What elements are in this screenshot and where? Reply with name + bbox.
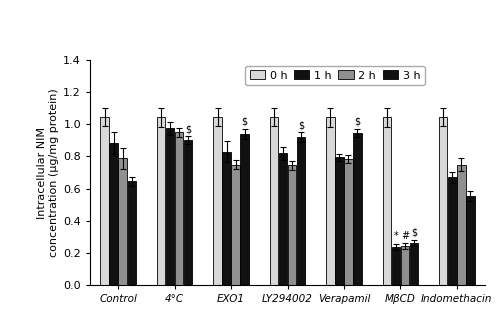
Legend: 0 h, 1 h, 2 h, 3 h: 0 h, 1 h, 2 h, 3 h <box>245 66 424 85</box>
Bar <box>382 117 391 285</box>
Bar <box>175 132 184 285</box>
Bar <box>392 247 400 285</box>
Bar <box>232 164 240 285</box>
Bar <box>335 157 344 285</box>
Text: $: $ <box>298 120 304 130</box>
Bar <box>166 128 174 285</box>
Bar <box>288 165 296 285</box>
Text: *: * <box>394 231 398 242</box>
Bar <box>448 177 456 285</box>
Bar <box>100 117 109 285</box>
Bar <box>344 159 352 285</box>
Bar <box>410 243 418 285</box>
Text: $: $ <box>354 117 360 127</box>
Bar <box>222 152 231 285</box>
Bar <box>270 117 278 285</box>
Bar <box>353 133 362 285</box>
Bar <box>128 181 136 285</box>
Bar <box>466 196 474 285</box>
Bar <box>439 117 448 285</box>
Text: $: $ <box>411 227 417 238</box>
Bar <box>240 134 249 285</box>
Bar <box>279 153 287 285</box>
Bar <box>297 137 306 285</box>
Text: $: $ <box>242 117 248 127</box>
Bar <box>118 158 127 285</box>
Y-axis label: Intracellular NIM
concentration (μg/mg protein): Intracellular NIM concentration (μg/mg p… <box>38 88 59 257</box>
Bar <box>326 117 334 285</box>
Text: #: # <box>401 231 409 241</box>
Bar <box>157 117 166 285</box>
Bar <box>214 117 222 285</box>
Bar <box>110 143 118 285</box>
Bar <box>457 165 466 285</box>
Bar <box>184 140 192 285</box>
Text: $: $ <box>185 124 191 134</box>
Bar <box>400 246 409 285</box>
